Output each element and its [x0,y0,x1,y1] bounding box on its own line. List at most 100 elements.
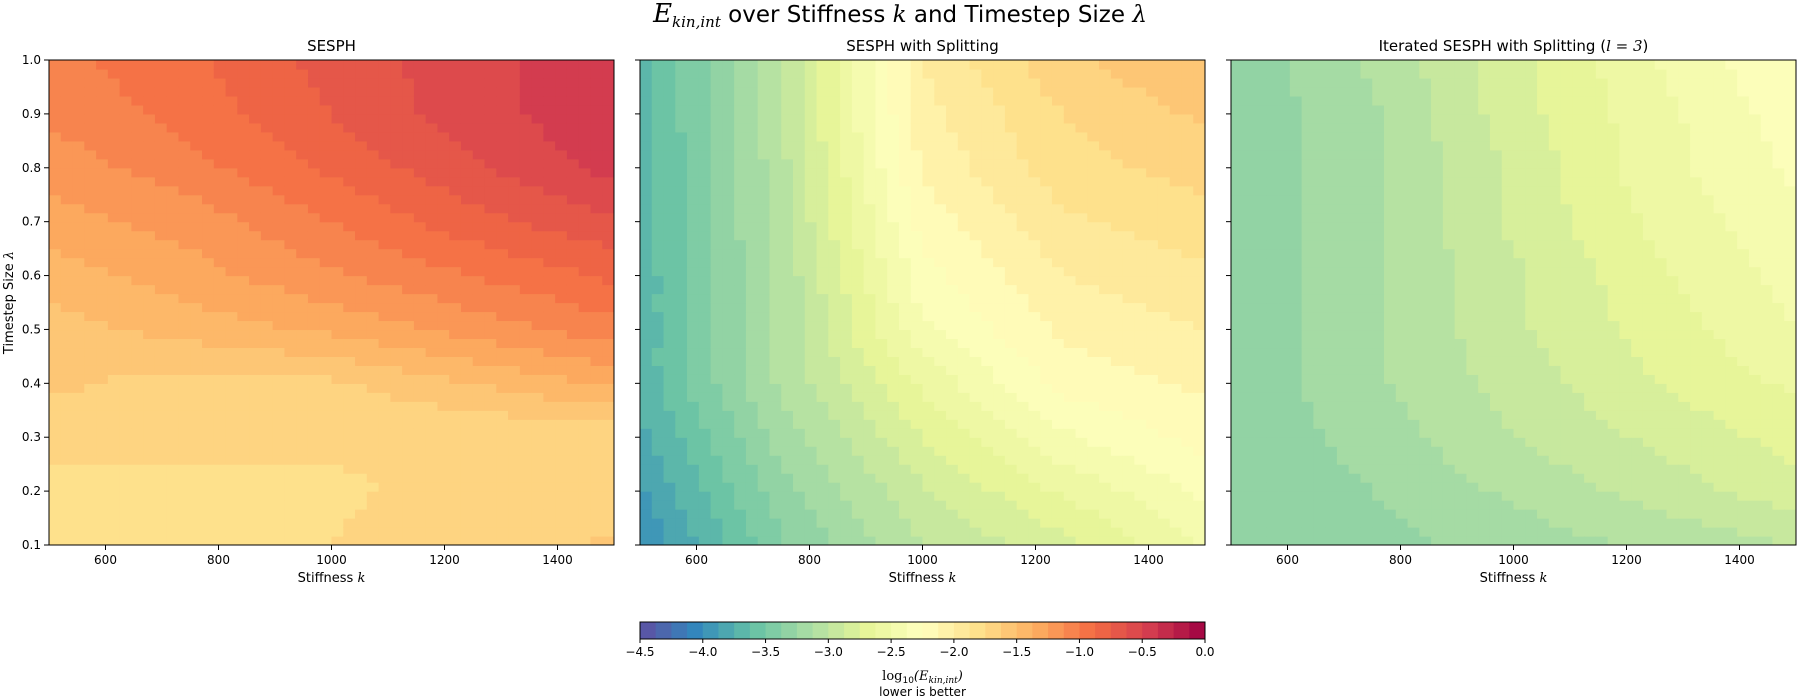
heatmap-cell [272,212,286,223]
heatmap-cell [213,60,227,70]
heatmap-cell [119,257,132,268]
heatmap-cell [202,230,215,241]
heatmap-cell [710,410,723,420]
heatmap-cell [60,203,74,214]
heatmap-cell [863,221,877,232]
heatmap-cell [840,464,853,474]
heatmap-cell [460,284,474,295]
heatmap-cell [602,401,614,411]
heatmap-cell [378,104,391,115]
heatmap-cell [1099,122,1112,133]
heatmap-cell [343,221,356,232]
heatmap-cell [319,275,333,286]
heatmap-cell [898,158,912,169]
heatmap-cell [49,293,62,304]
heatmap-cell [757,419,771,429]
heatmap-cell [390,401,403,411]
heatmap-cell [331,464,344,474]
heatmap-cell [72,293,85,304]
heatmap-cell [851,248,865,259]
heatmap-cell [237,140,250,151]
heatmap-cell [1075,419,1088,429]
heatmap-cell [437,95,450,106]
heatmap-cell [981,320,994,331]
heatmap-cell [1063,248,1077,259]
heatmap-cell [898,437,912,447]
heatmap-cell [1110,536,1124,545]
heatmap-cell [378,266,391,277]
heatmap-cell [922,338,935,349]
heatmap-cell [957,509,971,519]
heatmap-cell [969,221,982,232]
heatmap-cell [875,338,888,349]
heatmap-cell [698,95,712,106]
heatmap-cell [1075,221,1088,232]
heatmap-cell [1134,167,1147,178]
heatmap-cell [508,275,521,286]
heatmap-cell [272,68,286,79]
heatmap-cell [651,293,665,304]
heatmap-cell [1110,509,1124,519]
heatmap-cell [484,419,497,429]
heatmap-cell [402,248,415,259]
heatmap-cell [722,365,735,375]
heatmap-cell [508,500,521,510]
heatmap-cell [543,86,556,97]
heatmap-cell [675,86,688,97]
heatmap-cell [1028,437,1041,447]
heatmap-cell [722,239,735,250]
heatmap-cell [402,491,415,501]
heatmap-cell [898,239,912,250]
heatmap-cell [225,230,238,241]
heatmap-cell [72,410,85,420]
heatmap-cell [840,347,853,357]
heatmap-cell [851,536,865,545]
heatmap-cell [769,131,782,142]
heatmap-cell [910,266,924,277]
heatmap-cell [131,464,144,474]
heatmap-cell [49,131,62,142]
heatmap-cell [307,60,321,70]
heatmap-cell [934,185,947,196]
heatmap-cell [1099,437,1112,447]
heatmap-cell [296,518,309,528]
heatmap-cell [745,140,759,151]
heatmap-cell [578,536,592,545]
heatmap-cell [319,266,333,277]
heatmap-cell [1028,365,1041,375]
heatmap-cell [1075,122,1088,133]
heatmap-cell [543,302,556,313]
heatmap-cell [590,140,603,151]
heatmap-cell [213,266,227,277]
heatmap-cell [887,95,900,106]
heatmap-cell [946,293,959,304]
heatmap-cell [816,248,829,259]
heatmap-cell [154,482,168,492]
heatmap-cell [331,365,344,375]
heatmap-cell [687,392,700,402]
heatmap-cell [1051,77,1065,88]
heatmap-cell [1075,509,1088,519]
heatmap-cell [496,113,509,124]
heatmap-cell [875,401,888,411]
heatmap-cell [355,446,368,456]
heatmap-cell [472,518,486,528]
heatmap-cell [555,131,568,142]
heatmap-cell [1063,158,1077,169]
heatmap-cell [202,77,215,88]
heatmap-cell [1004,491,1018,501]
heatmap-cell [272,383,286,393]
heatmap-cell [602,482,614,492]
heatmap-cell [1040,203,1053,214]
heatmap-cell [816,257,829,268]
heatmap-cell [272,320,286,331]
heatmap-cell [957,536,971,545]
heatmap-cell [1122,68,1135,79]
heatmap-cell [898,482,912,492]
heatmap-cell [745,500,759,510]
heatmap-cell [910,95,924,106]
heatmap-cell [555,68,568,79]
heatmap-cell [887,104,900,115]
heatmap-cell [840,86,853,97]
heatmap-cell [131,86,144,97]
